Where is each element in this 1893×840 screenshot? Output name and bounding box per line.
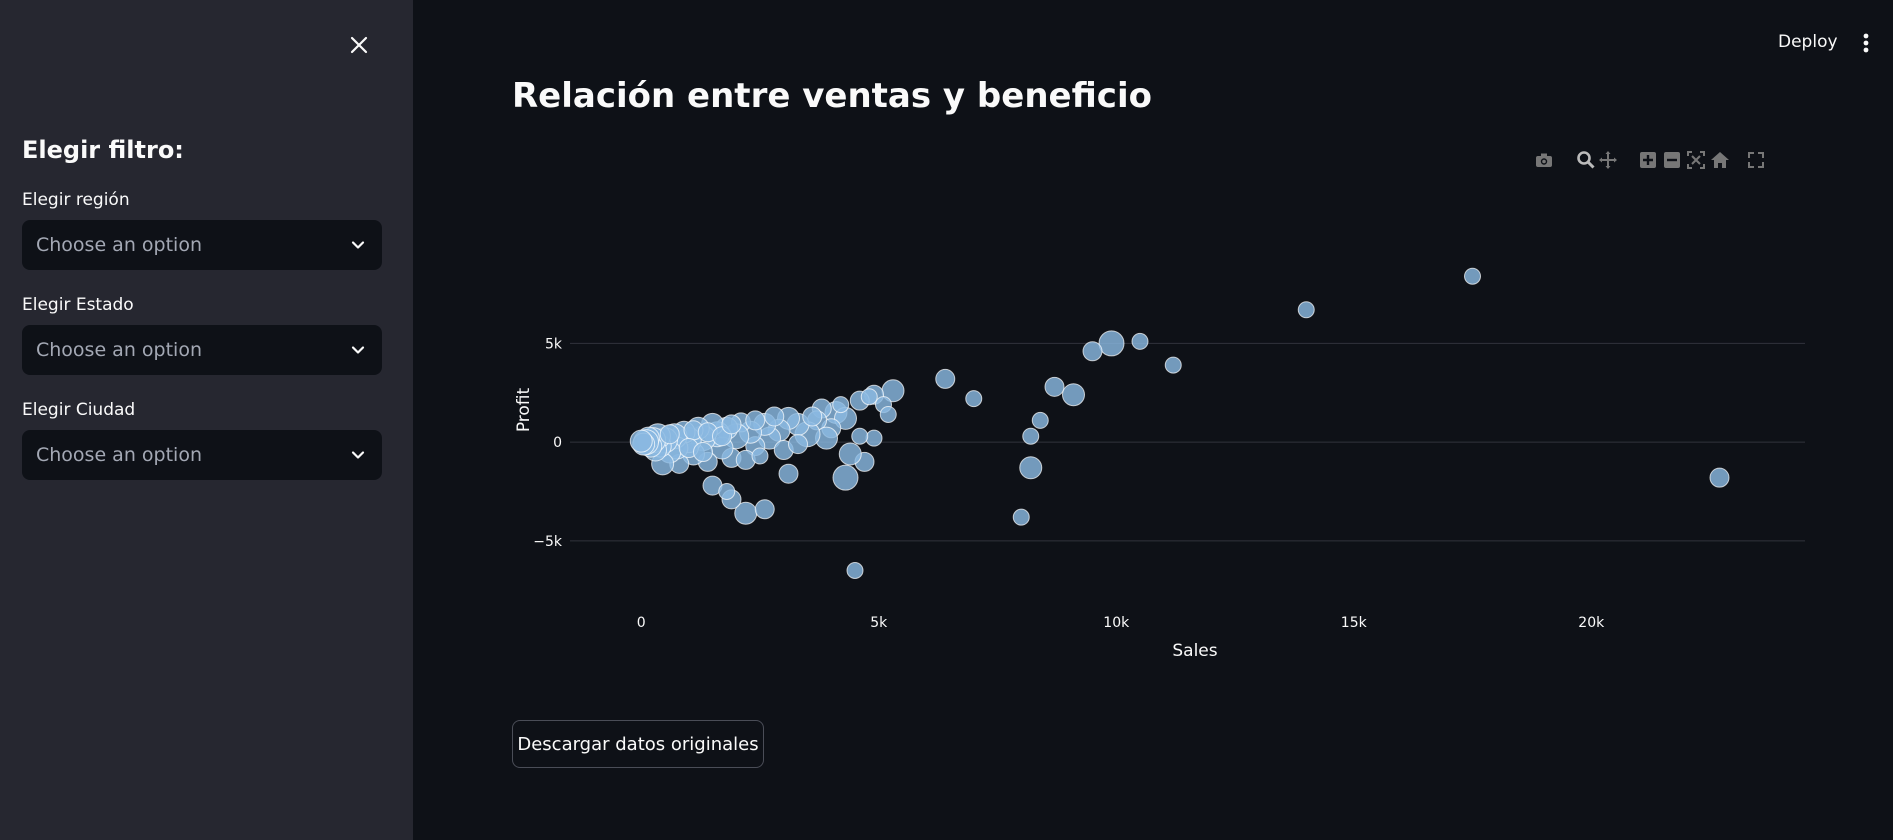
scatter-point[interactable] [846, 562, 864, 579]
y-tick-label: 0 [553, 435, 562, 451]
chart-ticks: −5k 0 5k 0 5k 10k 15k 20k [533, 336, 1605, 631]
camera-icon[interactable] [1534, 150, 1554, 170]
scatter-point[interactable] [659, 424, 680, 445]
scatter-point[interactable] [851, 427, 869, 445]
scatter-point[interactable] [1464, 267, 1481, 285]
scatter-point[interactable] [1022, 427, 1040, 445]
zoom-icon[interactable] [1576, 150, 1596, 170]
scatter-point[interactable] [751, 447, 769, 465]
scatter-point[interactable] [721, 414, 742, 435]
autoscale-icon[interactable] [1686, 150, 1706, 170]
chevron-down-icon [351, 346, 365, 354]
close-sidebar-button[interactable] [344, 30, 374, 60]
more-vertical-icon [1863, 33, 1869, 53]
scatter-point[interactable] [1031, 411, 1049, 429]
scatter-point[interactable] [865, 429, 883, 447]
scatter-point[interactable] [1709, 467, 1730, 488]
scatter-point[interactable] [1131, 332, 1149, 350]
scatter-point[interactable] [629, 429, 653, 453]
x-axis-label: Sales [1172, 641, 1217, 661]
state-filter-label: Elegir Estado [22, 295, 134, 315]
region-filter-label: Elegir región [22, 190, 130, 210]
x-tick-label: 0 [637, 615, 646, 631]
x-tick-label: 15k [1341, 615, 1368, 631]
state-select[interactable]: Choose an option [22, 325, 382, 375]
x-tick-label: 20k [1578, 615, 1605, 631]
scatter-point[interactable] [965, 390, 983, 408]
city-filter-label: Elegir Ciudad [22, 400, 136, 420]
scatter-point[interactable] [832, 464, 859, 491]
scatter-point[interactable] [764, 406, 785, 427]
region-select[interactable]: Choose an option [22, 220, 382, 270]
scatter-point[interactable] [860, 388, 878, 406]
scatter-point[interactable] [1044, 376, 1065, 397]
region-select-placeholder: Choose an option [36, 234, 202, 256]
y-axis-label: Profit [514, 387, 534, 432]
city-select-placeholder: Choose an option [36, 444, 202, 466]
home-icon[interactable] [1710, 150, 1730, 170]
scatter-point[interactable] [1164, 356, 1182, 374]
scatter-point[interactable] [1297, 301, 1315, 319]
y-tick-label: −5k [533, 534, 563, 550]
scatter-point[interactable] [1012, 508, 1030, 526]
scatter-point[interactable] [754, 499, 775, 520]
pan-icon[interactable] [1598, 150, 1618, 170]
city-select[interactable]: Choose an option [22, 430, 382, 480]
main-menu-button[interactable] [1856, 28, 1876, 58]
scatter-point[interactable] [788, 434, 808, 455]
scatter-point[interactable] [1082, 341, 1103, 362]
scatter-point[interactable] [1062, 383, 1085, 407]
scatter-point[interactable] [693, 442, 713, 462]
scatter-point[interactable] [832, 396, 850, 414]
scatter-point[interactable] [1019, 456, 1043, 480]
zoom-in-icon[interactable] [1638, 150, 1658, 170]
scatter-chart: −5k 0 5k 0 5k 10k 15k 20k Sales Profit [514, 267, 1805, 661]
sidebar: Elegir filtro: Elegir región Choose an o… [0, 0, 413, 840]
x-tick-label: 10k [1103, 615, 1130, 631]
zoom-out-icon[interactable] [1662, 150, 1682, 170]
close-icon [350, 36, 368, 54]
scatter-point[interactable] [838, 442, 862, 466]
page-title: Relación entre ventas y beneficio [512, 76, 1152, 116]
sidebar-heading: Elegir filtro: [22, 136, 184, 164]
deploy-button[interactable]: Deploy [1778, 32, 1838, 52]
fullscreen-icon[interactable] [1746, 150, 1766, 170]
x-tick-label: 5k [870, 615, 888, 631]
scatter-point[interactable] [935, 368, 956, 389]
download-button[interactable]: Descargar datos originales [512, 720, 764, 768]
scatter-point[interactable] [802, 406, 823, 427]
scatter-point[interactable] [718, 483, 736, 500]
scatter-point[interactable] [879, 405, 897, 423]
chevron-down-icon [351, 241, 365, 249]
state-select-placeholder: Choose an option [36, 339, 202, 361]
scatter-point[interactable] [778, 463, 799, 484]
chart-points [629, 267, 1730, 579]
scatter-point[interactable] [745, 410, 766, 431]
y-tick-label: 5k [545, 336, 563, 352]
scatter-point[interactable] [1098, 330, 1125, 357]
chevron-down-icon [351, 451, 365, 459]
